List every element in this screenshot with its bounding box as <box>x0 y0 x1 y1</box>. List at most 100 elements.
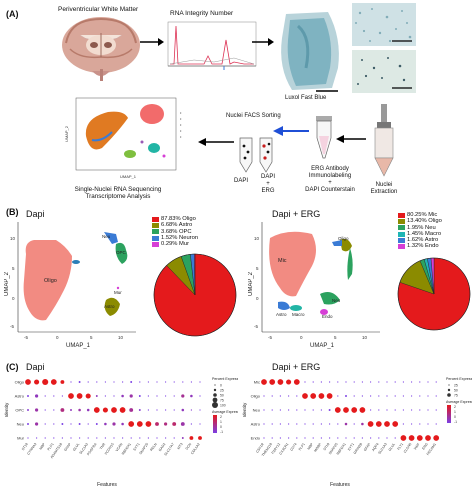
feature-label-mt3: MT3 <box>176 442 183 450</box>
dot-mur-snap25 <box>147 437 150 439</box>
feature-label-grin2b: GRIN2B <box>353 442 364 455</box>
dot-endo-cldn5 <box>408 435 415 441</box>
dot-neu-slc17a7 <box>172 422 177 426</box>
svg-text:•: • <box>180 128 182 133</box>
dapi-erg-tube-line-3: ERG <box>261 188 275 194</box>
feature-label-cd74: CD74 <box>289 442 297 451</box>
dot-oligo-vwf <box>419 395 421 397</box>
dot-astro-snap25 <box>337 423 339 425</box>
panelc-left-title: Dapi <box>26 362 45 372</box>
legend-percent-dot <box>212 397 218 403</box>
dot-oligo-adamts18 <box>60 380 65 384</box>
panelb-right-umap: Mic Astro Macro Oligo Neu Endo -5 0 5 10… <box>248 222 380 349</box>
feature-label-st18: ST18 <box>21 442 29 451</box>
legend-percent-value: 0 <box>220 384 222 388</box>
dot-neu-mbp <box>312 409 314 411</box>
legend-percent-dot <box>213 393 217 397</box>
left-legend-label-3: 1.52% Neuron <box>161 234 199 241</box>
right-pie-legend: 80.25% Mic 13.40% Oligo 1.95% Neu 1.45% … <box>398 212 442 250</box>
row-label-endo: Endo <box>251 436 261 441</box>
dot-astro-snap25 <box>147 395 150 397</box>
left-cluster-neu: Neu <box>102 234 111 239</box>
dot-endo-flt1 <box>400 435 407 441</box>
dot-oligo-gfap <box>369 395 372 397</box>
dot-oligo-pdgfra <box>96 381 98 383</box>
feature-label-aqp4: AQP4 <box>371 442 380 452</box>
right-legend-row-3: 1.45% Macro <box>398 231 442 237</box>
dot-astro-mbp <box>44 395 46 397</box>
svg-text:•: • <box>180 134 182 139</box>
dot-oligo-st18 <box>326 393 333 399</box>
dot-opc-tnr <box>102 407 108 413</box>
dotplot-dapi-erg: MicOligoNeuAstroEndoCSF1RTMEM119P2RY12CX… <box>242 377 472 488</box>
brain-section-image <box>62 17 140 81</box>
dot-neu-pcdh15 <box>112 422 116 426</box>
dot-astro-mbp <box>312 423 314 425</box>
dot-opc-mt3 <box>181 408 185 412</box>
right-legend-label-0: 80.25% Mic <box>407 212 438 218</box>
dot-mur-ctnna3 <box>35 437 38 439</box>
erg-antibody-line-4: DAPI Counterstain <box>305 187 355 193</box>
dot-neu-tnr <box>104 422 107 426</box>
dot-astro-st18 <box>27 395 29 397</box>
legend-swatch <box>152 229 159 235</box>
dot-astro-plp1 <box>304 423 306 425</box>
feature-label-mbp: MBP <box>39 442 47 451</box>
dot-neu-slc1a3 <box>386 409 388 411</box>
legend-swatch <box>152 222 159 228</box>
legend-average-title: Average Expression <box>446 400 472 404</box>
panel-label-a: (A) <box>6 9 19 19</box>
legend-percent-value: 100 <box>220 404 226 408</box>
dot-mic-cd74 <box>293 379 300 385</box>
feature-label-pecam1: PECAM1 <box>426 442 437 456</box>
feature-label-snap25: SNAP25 <box>138 442 149 455</box>
feature-label-rbfox1: RBFOX1 <box>121 442 132 456</box>
arrow-facs-to-umap <box>198 138 234 146</box>
legend-swatch <box>398 218 405 224</box>
luxol-label: Luxol Fast Blue <box>285 95 327 101</box>
dotplot-ylabel: Identity <box>242 402 247 417</box>
left-legend-row-1: 6.68% Astro <box>152 222 198 228</box>
dot-mic-tmem119 <box>269 379 276 385</box>
dot-opc-rbfox1 <box>129 408 134 412</box>
dot-oligo-plp1 <box>50 379 57 385</box>
feature-label-reln: RELN <box>149 442 158 452</box>
svg-text:•: • <box>180 116 182 121</box>
dot-neu-p2ry12 <box>279 409 282 411</box>
dot-neu-pecam1 <box>435 409 437 411</box>
dot-oligo-reln <box>156 381 158 383</box>
row-label-opc: OPC <box>15 408 24 413</box>
pie-outline <box>397 257 471 331</box>
dot-neu-syt1 <box>351 407 358 413</box>
right-ytick-1: 5 <box>256 266 259 271</box>
dot-neu-snap25 <box>145 421 152 427</box>
dot-oligo-cd74 <box>296 395 298 397</box>
arrow-rin-to-lfb <box>252 38 274 46</box>
right-cluster-endo: Endo <box>322 314 333 319</box>
dot-neu-cldn5 <box>411 409 413 411</box>
rin-electropherogram <box>167 21 257 70</box>
dot-neu-mobp <box>320 409 323 411</box>
feature-label-syt1: SYT1 <box>132 442 140 451</box>
dot-astro-vwf <box>419 423 421 425</box>
erg-antibody-line-2: Immunolabeling <box>308 173 352 179</box>
dotplot-ylabel: Identity <box>4 402 9 417</box>
snrna-label: Single-Nuclei RNA Sequencing Transcripto… <box>60 186 176 200</box>
dot-neu-dcn <box>190 423 193 425</box>
dot-mur-pcdh15 <box>113 437 115 439</box>
legend-swatch <box>152 216 159 222</box>
dot-mur-vcan <box>121 437 124 439</box>
dot-mic-pecam1 <box>435 381 437 383</box>
dot-opc-gad2 <box>164 409 167 411</box>
dot-astro-pcdh15 <box>113 395 115 397</box>
dot-mic-flt1 <box>402 381 404 383</box>
dot-astro-reln <box>156 395 158 397</box>
dot-opc-col1a2 <box>199 409 201 411</box>
dot-astro-csf1r <box>263 423 265 425</box>
dot-endo-mbp <box>312 437 314 439</box>
right-legend-row-4: 1.62% Astro <box>398 237 442 243</box>
left-ytick-3: -5 <box>10 324 14 329</box>
dot-mic-mbp <box>312 381 314 383</box>
snrna-line-1: Single-Nuclei RNA Sequencing <box>74 186 162 193</box>
legend-percent-dot <box>448 384 450 386</box>
